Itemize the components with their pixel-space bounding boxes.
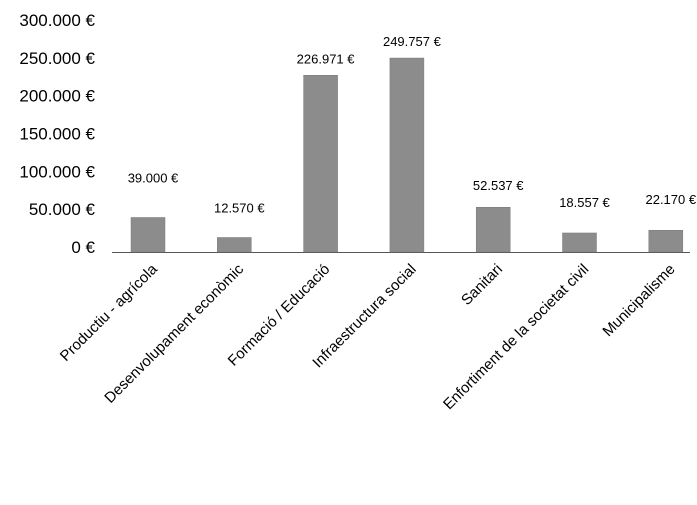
data-label: 249.757 €	[383, 34, 442, 49]
data-label: 52.537 €	[473, 178, 524, 193]
bar	[562, 232, 597, 253]
y-tick-label: 50.000 €	[29, 200, 96, 219]
bar	[475, 206, 511, 253]
x-tick-label: Desenvolupament econòmic	[101, 260, 247, 406]
y-tick-label: 0 €	[71, 238, 95, 257]
x-tick-label: Sanitari	[458, 261, 506, 309]
y-tick-label: 200.000 €	[19, 87, 95, 106]
x-tick-label: Municipalisme	[599, 261, 678, 340]
bars	[130, 57, 684, 253]
y-tick-label: 250.000 €	[19, 49, 95, 68]
y-tick-label: 100.000 €	[19, 162, 95, 181]
bar	[130, 217, 166, 253]
data-labels: 39.000 € 12.570 € 226.971 € 249.757 € 52.537…	[128, 34, 697, 215]
data-label: 18.557 €	[559, 195, 610, 210]
y-tick-label: 150.000 €	[19, 125, 95, 144]
x-tick-label: Enfortiment de la societat civil	[440, 261, 592, 413]
bar	[648, 229, 684, 253]
y-tick-label: 300.000 €	[19, 11, 95, 30]
data-label: 39.000 €	[128, 170, 179, 185]
data-label: 22.170 €	[645, 192, 696, 207]
data-label: 226.971 €	[297, 51, 356, 66]
data-label: 12.570 €	[214, 200, 265, 215]
y-axis-ticks: 0 € 50.000 € 100.000 € 150.000 € 200.000 € 25…	[19, 11, 95, 257]
bar	[303, 75, 338, 253]
bar	[389, 57, 425, 253]
bar	[217, 237, 252, 253]
